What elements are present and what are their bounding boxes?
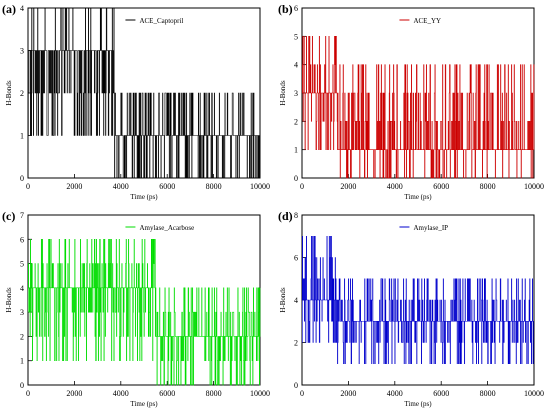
y-tick-label: 4 [20, 284, 24, 293]
y-tick-label: 4 [294, 61, 298, 70]
x-tick-label: 10000 [524, 389, 544, 398]
y-tick-label: 3 [294, 89, 298, 98]
chart-c: 0 1 2 3 4 5 6 7 0 2000 4000 6000 8000 10000 Time (ps) H… [5, 211, 270, 408]
y-tick-label: 5 [20, 260, 24, 269]
y-axis-label: H-Bonds [279, 287, 287, 313]
y-axis-label: H-Bonds [279, 80, 287, 106]
x-tick-label: 4000 [113, 389, 129, 398]
panel-label-c: (c) [2, 209, 16, 223]
x-tick-label: 10000 [524, 182, 544, 191]
x-axis-label: Time (ps) [130, 400, 158, 408]
chart-a: 0 1 2 3 4 0 2000 4000 6000 8000 10000 Time (ps) H-Bo… [5, 4, 270, 201]
series-line [302, 235, 534, 365]
x-tick-label: 10000 [250, 182, 270, 191]
x-tick-label: 0 [300, 182, 304, 191]
y-tick-label: 0 [294, 174, 298, 183]
chart-d: 0 2 4 6 8 0 2000 4000 6000 8000 10000 Time (ps) H-Bo… [279, 211, 544, 408]
legend-label: ACE_YY [413, 17, 441, 25]
y-tick-label: 0 [20, 381, 24, 390]
x-tick-label: 2000 [340, 389, 356, 398]
y-tick-label: 6 [294, 254, 298, 263]
y-tick-label: 2 [20, 332, 24, 341]
legend-label: ACE_Captopril [139, 17, 183, 25]
chart-panel-a: (a) 0 1 2 3 4 0 2000 4000 6000 8000 10000 Time (ps)… [0, 0, 274, 207]
y-tick-label: 3 [20, 308, 24, 317]
y-tick-label: 3 [20, 47, 24, 56]
legend-label: Amylase_IP [413, 224, 448, 232]
x-tick-label: 10000 [250, 389, 270, 398]
y-tick-label: 1 [294, 146, 298, 155]
x-tick-label: 8000 [206, 182, 222, 191]
x-axis-label: Time (ps) [404, 400, 432, 408]
y-tick-label: 7 [20, 211, 24, 220]
y-tick-label: 2 [294, 339, 298, 348]
y-tick-label: 4 [294, 296, 298, 305]
x-tick-label: 4000 [113, 182, 129, 191]
y-tick-label: 8 [294, 211, 298, 220]
series-line [28, 7, 260, 179]
x-tick-label: 0 [300, 389, 304, 398]
y-tick-label: 1 [20, 357, 24, 366]
y-tick-label: 5 [294, 32, 298, 41]
panel-label-a: (a) [2, 2, 16, 16]
chart-panel-b: (b) 0 1 2 3 4 5 6 0 2000 4000 6000 8000 10000 Time (p… [274, 0, 548, 207]
y-tick-label: 2 [20, 89, 24, 98]
x-tick-label: 6000 [159, 389, 175, 398]
y-tick-label: 1 [20, 132, 24, 141]
x-tick-label: 4000 [387, 182, 403, 191]
x-tick-label: 4000 [387, 389, 403, 398]
x-tick-label: 2000 [340, 182, 356, 191]
y-tick-label: 2 [294, 117, 298, 126]
panel-label-b: (b) [278, 2, 293, 16]
y-tick-label: 4 [20, 4, 24, 13]
x-tick-label: 8000 [480, 389, 496, 398]
y-tick-label: 0 [294, 381, 298, 390]
series-line [28, 238, 261, 386]
x-tick-label: 2000 [66, 389, 82, 398]
x-tick-label: 8000 [206, 389, 222, 398]
series-line [302, 36, 535, 179]
x-tick-label: 0 [26, 182, 30, 191]
y-tick-label: 0 [20, 174, 24, 183]
x-tick-label: 2000 [66, 182, 82, 191]
legend-label: Amylase_Acarbose [139, 224, 194, 232]
y-axis-label: H-Bonds [5, 80, 13, 106]
x-tick-label: 8000 [480, 182, 496, 191]
chart-b: 0 1 2 3 4 5 6 0 2000 4000 6000 8000 10000 Time (ps) H-… [279, 4, 544, 201]
y-axis-label: H-Bonds [5, 287, 13, 313]
chart-panel-d: (d) 0 2 4 6 8 0 2000 4000 6000 8000 10000 Time (ps)… [274, 207, 548, 414]
x-axis-label: Time (ps) [404, 193, 432, 201]
x-tick-label: 6000 [433, 182, 449, 191]
x-tick-label: 6000 [433, 389, 449, 398]
y-tick-label: 6 [20, 235, 24, 244]
chart-panel-c: (c) 0 1 2 3 4 5 6 7 0 2000 4000 6000 8000 10000 Time (… [0, 207, 274, 414]
x-tick-label: 6000 [159, 182, 175, 191]
panel-label-d: (d) [278, 209, 293, 223]
y-tick-label: 6 [294, 4, 298, 13]
x-tick-label: 0 [26, 389, 30, 398]
x-axis-label: Time (ps) [130, 193, 158, 201]
